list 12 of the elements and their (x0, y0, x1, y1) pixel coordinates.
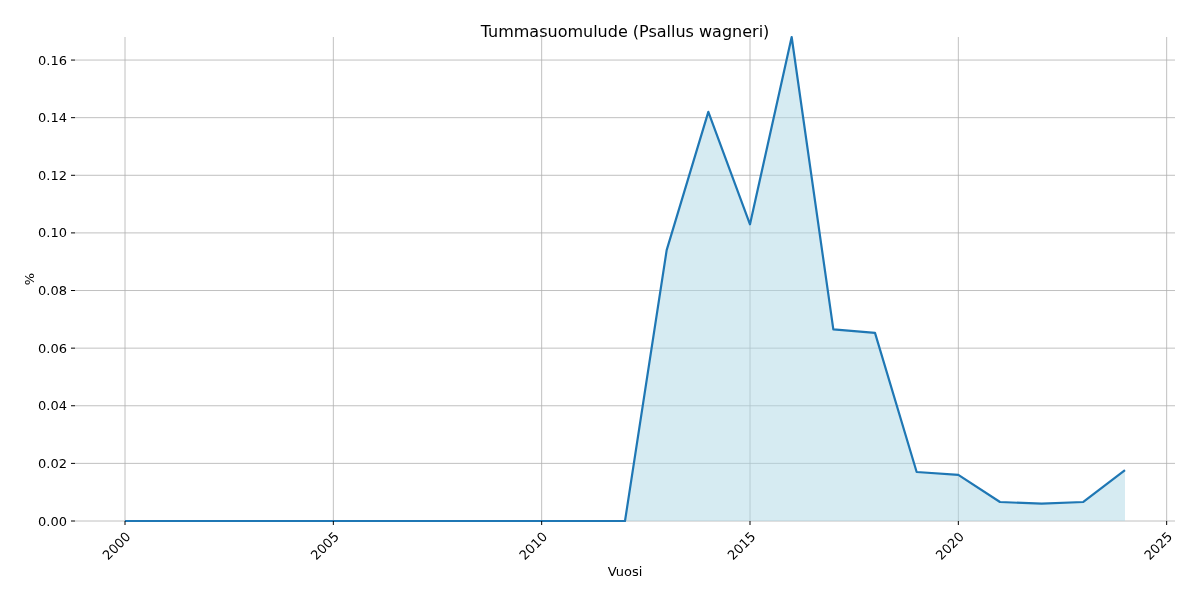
y-tick-label: 0.08 (38, 283, 67, 299)
y-axis-title: % (22, 272, 37, 286)
chart-title: Tummasuomulude (Psallus wagneri) (479, 22, 770, 41)
y-tick-label: 0.00 (38, 513, 67, 529)
y-tick-label: 0.02 (38, 455, 67, 471)
y-tick-label: 0.12 (38, 167, 67, 183)
y-tick-label: 0.14 (38, 110, 67, 126)
y-tick-label: 0.10 (38, 225, 67, 241)
y-tick-label: 0.04 (38, 398, 67, 414)
y-tick-label: 0.06 (38, 340, 67, 356)
y-tick-label: 0.16 (38, 52, 67, 68)
x-axis-title: Vuosi (607, 564, 643, 579)
